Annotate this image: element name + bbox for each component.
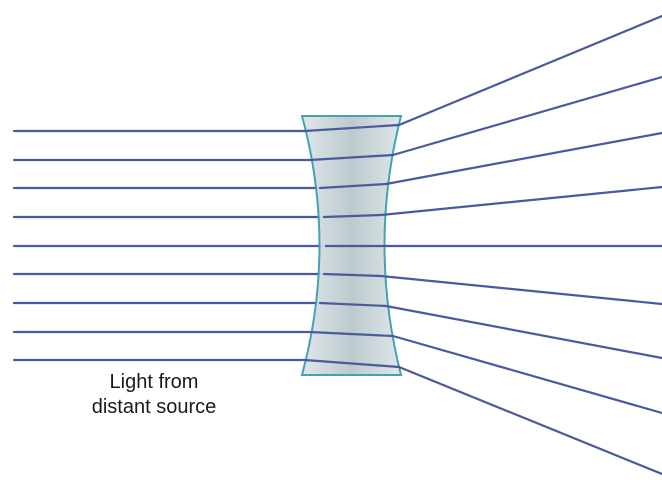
refracted-ray-in-lens-9: [303, 358, 401, 369]
light-source-caption: Light from distant source: [70, 370, 238, 420]
refracted-ray-in-lens-1: [303, 123, 401, 133]
refracted-ray-in-lens-8: [308, 330, 395, 338]
refracted-ray-in-lens-7: [318, 301, 388, 308]
outgoing-ray-8: [391, 334, 662, 415]
caption-line-1: Light from: [109, 371, 199, 393]
outgoing-ray-2: [391, 75, 662, 157]
outgoing-ray-3: [384, 131, 662, 186]
refracted-ray-in-lens-3: [318, 182, 388, 190]
outgoing-rays: [303, 14, 662, 476]
outgoing-ray-1: [397, 14, 662, 127]
incoming-rays: [12, 129, 328, 362]
caption-line-2: distant source: [91, 396, 217, 418]
refracted-ray-in-lens-2: [308, 153, 395, 162]
outgoing-ray-4: [379, 185, 662, 217]
outgoing-ray-9: [397, 365, 662, 476]
refracted-ray-in-lens-6: [322, 272, 383, 278]
refracted-ray-in-lens-4: [322, 213, 383, 219]
outgoing-ray-6: [379, 274, 662, 306]
outgoing-ray-7: [384, 304, 662, 360]
